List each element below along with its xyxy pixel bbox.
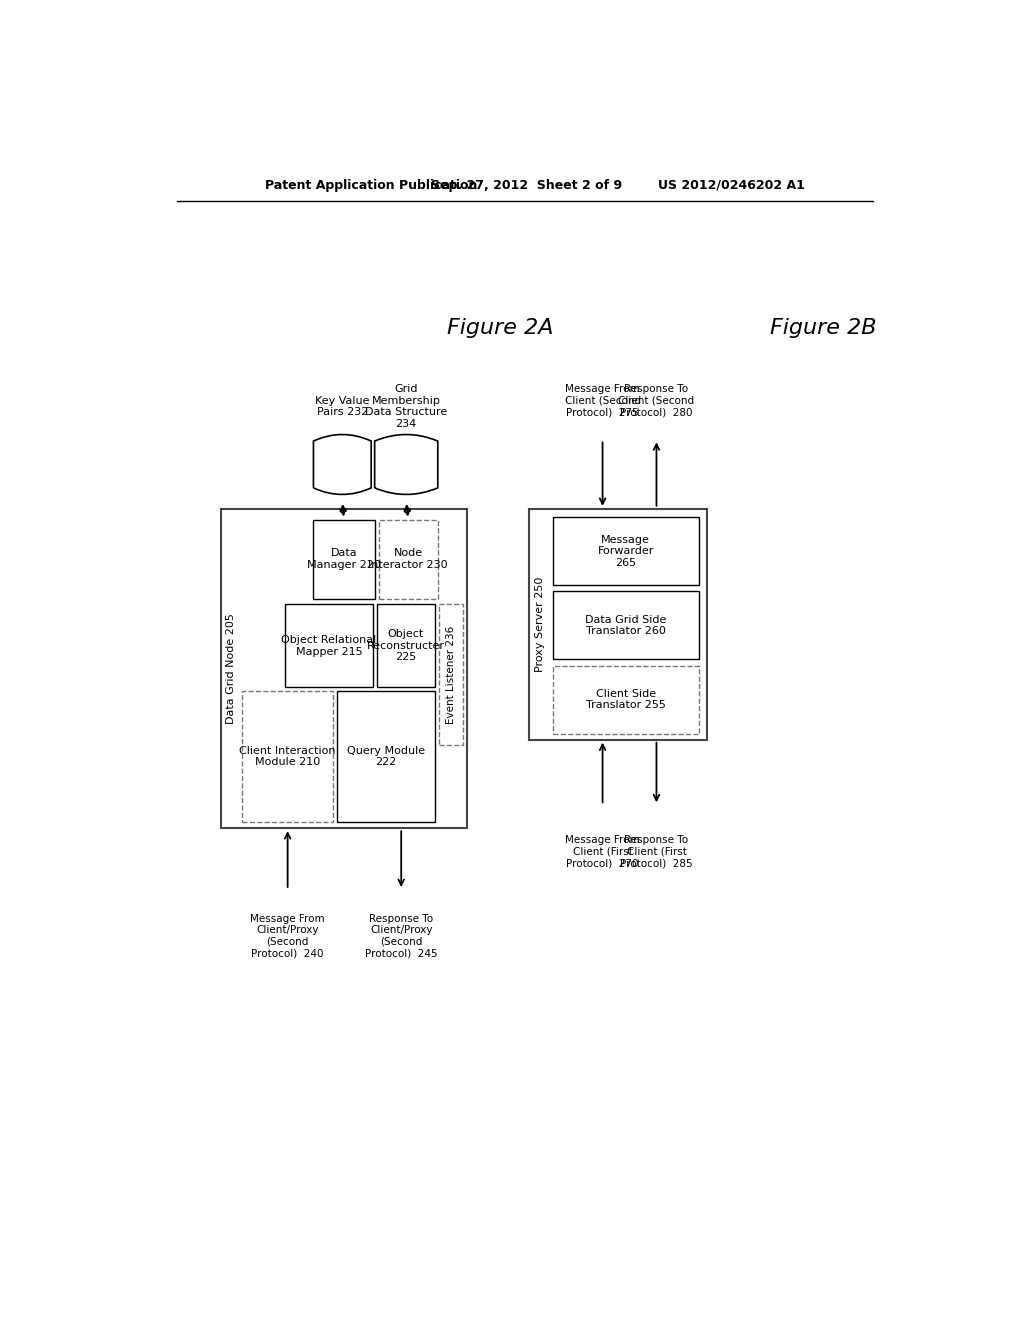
Text: Figure 2B: Figure 2B	[770, 318, 877, 338]
Text: Data Grid Side
Translator 260: Data Grid Side Translator 260	[585, 615, 667, 636]
Text: Grid
Membership
Data Structure
234: Grid Membership Data Structure 234	[366, 384, 447, 429]
PathPatch shape	[313, 434, 371, 495]
Text: Object
Reconstructer
225: Object Reconstructer 225	[367, 630, 444, 663]
FancyBboxPatch shape	[438, 605, 463, 744]
Text: Data
Manager 220: Data Manager 220	[307, 548, 381, 570]
Text: Patent Application Publication: Patent Application Publication	[265, 178, 477, 191]
Text: Query Module
222: Query Module 222	[347, 746, 425, 767]
PathPatch shape	[375, 434, 438, 495]
Text: Client Side
Translator 255: Client Side Translator 255	[586, 689, 666, 710]
FancyBboxPatch shape	[285, 605, 373, 688]
Text: Figure 2A: Figure 2A	[446, 318, 553, 338]
Text: Event Listener 236: Event Listener 236	[445, 626, 456, 723]
FancyBboxPatch shape	[553, 665, 698, 734]
Text: Data Grid Node 205: Data Grid Node 205	[226, 612, 237, 723]
FancyBboxPatch shape	[337, 692, 435, 822]
FancyBboxPatch shape	[379, 520, 438, 599]
Text: Key Value
Pairs 232: Key Value Pairs 232	[315, 396, 370, 417]
FancyBboxPatch shape	[377, 605, 435, 688]
Text: Object Relational
Mapper 215: Object Relational Mapper 215	[282, 635, 377, 656]
FancyBboxPatch shape	[243, 692, 333, 822]
Text: Sep. 27, 2012  Sheet 2 of 9: Sep. 27, 2012 Sheet 2 of 9	[431, 178, 622, 191]
Text: Response To
Client/Proxy
(Second
Protocol)  245: Response To Client/Proxy (Second Protoco…	[365, 913, 437, 958]
Text: Message From
Client (Second
Protocol)  275: Message From Client (Second Protocol) 27…	[564, 384, 641, 417]
Text: Message From
Client/Proxy
(Second
Protocol)  240: Message From Client/Proxy (Second Protoc…	[250, 913, 325, 958]
Text: Message From
Client (First
Protocol)  270: Message From Client (First Protocol) 270	[565, 834, 640, 869]
Text: Proxy Server 250: Proxy Server 250	[536, 577, 545, 672]
FancyBboxPatch shape	[529, 508, 707, 739]
Text: Response To
Client (Second
Protocol)  280: Response To Client (Second Protocol) 280	[618, 384, 694, 417]
FancyBboxPatch shape	[553, 591, 698, 660]
FancyBboxPatch shape	[553, 517, 698, 585]
Text: Response To
Client (First
Protocol)  285: Response To Client (First Protocol) 285	[621, 834, 693, 869]
Text: US 2012/0246202 A1: US 2012/0246202 A1	[658, 178, 805, 191]
Text: Message
Forwarder
265: Message Forwarder 265	[597, 535, 654, 568]
FancyBboxPatch shape	[220, 508, 467, 829]
Text: Client Interaction
Module 210: Client Interaction Module 210	[240, 746, 336, 767]
Text: Node
Interactor 230: Node Interactor 230	[369, 548, 447, 570]
FancyBboxPatch shape	[313, 520, 375, 599]
